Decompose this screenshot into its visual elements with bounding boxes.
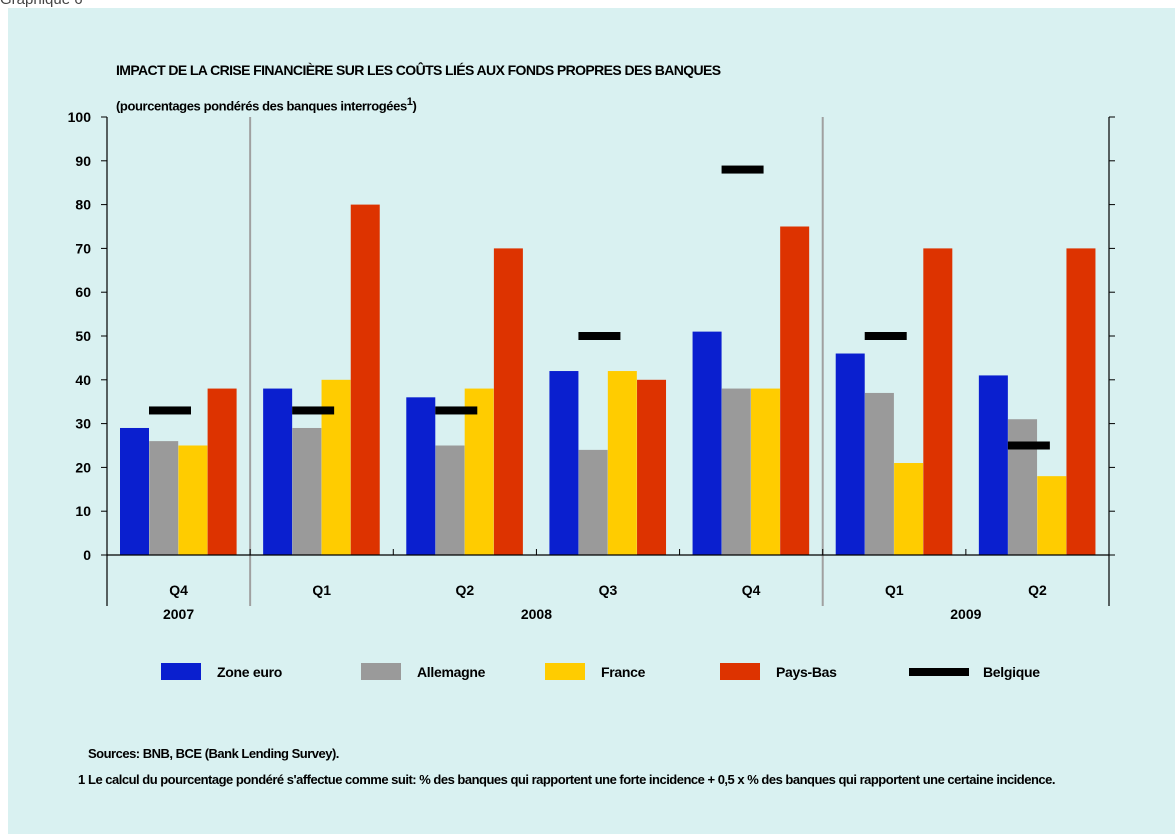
y-tick-label: 30	[75, 416, 91, 432]
bar-france	[321, 379, 351, 555]
x-tick-label: Q1	[885, 582, 904, 598]
y-tick-label: 20	[75, 459, 91, 475]
y-tick-label: 40	[75, 372, 91, 388]
legend-label: Allemagne	[417, 664, 486, 680]
chart-panel: IMPACT DE LA CRISE FINANCIÈRE SUR LES CO…	[8, 8, 1175, 834]
bar-pays-bas	[1066, 248, 1096, 555]
bar-zone-euro	[978, 375, 1008, 555]
chart-subtitle-close: )	[412, 98, 417, 114]
bar-chart: 0 10 20 30 40 50 60 70 80 90 100 Q4 Q1 Q2 Q3 Q4 Q1 Q2 2007…	[68, 109, 1115, 680]
legend-label: Zone euro	[217, 664, 282, 680]
marker-belgique	[292, 406, 335, 415]
marker-belgique	[435, 406, 478, 415]
bar-allemagne	[1008, 419, 1038, 555]
chart-subtitle: (pourcentages pondérés des banques inter…	[116, 96, 417, 114]
bar-zone-euro	[263, 388, 293, 555]
bar-france	[607, 371, 637, 555]
bar-zone-euro	[406, 397, 436, 555]
y-tick-label: 50	[75, 328, 91, 344]
bar-france	[1037, 476, 1067, 555]
bar-pays-bas	[350, 204, 380, 555]
y-tick-label: 10	[75, 503, 91, 519]
marker-belgique	[578, 332, 621, 340]
bar-allemagne	[864, 392, 894, 555]
bar-allemagne	[149, 441, 179, 555]
marker-belgique	[721, 165, 764, 174]
y-tick-label: 90	[75, 153, 91, 169]
footnote-reference: 1	[406, 96, 413, 108]
footnote: 1 Le calcul du pourcentage pondéré s'aff…	[78, 768, 1128, 792]
bar-pays-bas	[493, 248, 523, 555]
bar-france	[178, 445, 208, 555]
graph-label: Graphique 6	[0, 0, 83, 8]
x-tick-label: Q3	[599, 582, 618, 598]
x-tick-label: Q2	[456, 582, 475, 598]
x-tick-label: Q2	[1028, 582, 1047, 598]
bar-france	[750, 388, 780, 555]
legend-swatch	[909, 668, 969, 676]
year-label: 2008	[521, 606, 552, 622]
chart-title: IMPACT DE LA CRISE FINANCIÈRE SUR LES CO…	[116, 62, 721, 78]
y-tick-label: 80	[75, 197, 91, 213]
y-tick-label: 100	[68, 109, 92, 125]
bar-pays-bas	[780, 226, 810, 555]
x-tick-label: Q4	[169, 582, 188, 598]
legend-swatch	[361, 663, 401, 680]
chart-subtitle-text: (pourcentages pondérés des banques inter…	[116, 98, 407, 114]
bar-zone-euro	[120, 427, 149, 555]
legend-label: Pays-Bas	[776, 664, 837, 680]
legend-label: Belgique	[983, 664, 1040, 680]
bar-allemagne	[435, 445, 465, 555]
footnote-number: 1	[78, 772, 85, 787]
sources-note: Sources: BNB, BCE (Bank Lending Survey).	[88, 746, 339, 761]
marker-belgique	[149, 406, 191, 415]
legend-swatch	[161, 663, 201, 680]
y-tick-label: 60	[75, 284, 91, 300]
bar-pays-bas	[207, 388, 237, 555]
bar-pays-bas	[637, 379, 667, 555]
bar-allemagne	[721, 388, 751, 555]
y-tick-label: 70	[75, 240, 91, 256]
legend-swatch	[545, 663, 585, 680]
bar-pays-bas	[923, 248, 953, 555]
y-tick-label: 0	[83, 547, 91, 563]
bar-france	[464, 388, 494, 555]
bar-zone-euro	[835, 353, 865, 555]
legend-label: France	[601, 664, 646, 680]
bar-zone-euro	[549, 371, 579, 555]
bar-allemagne	[578, 449, 608, 555]
marker-belgique	[864, 332, 907, 340]
x-tick-label: Q1	[312, 582, 331, 598]
footnote-text: Le calcul du pourcentage pondéré s'affec…	[88, 772, 1055, 787]
bar-france	[894, 463, 924, 555]
bar-zone-euro	[692, 331, 722, 555]
bar-allemagne	[292, 427, 322, 555]
legend-swatch	[720, 663, 760, 680]
x-tick-label: Q4	[742, 582, 761, 598]
marker-belgique	[1007, 441, 1050, 450]
year-label: 2009	[950, 606, 981, 622]
year-label: 2007	[163, 606, 194, 622]
